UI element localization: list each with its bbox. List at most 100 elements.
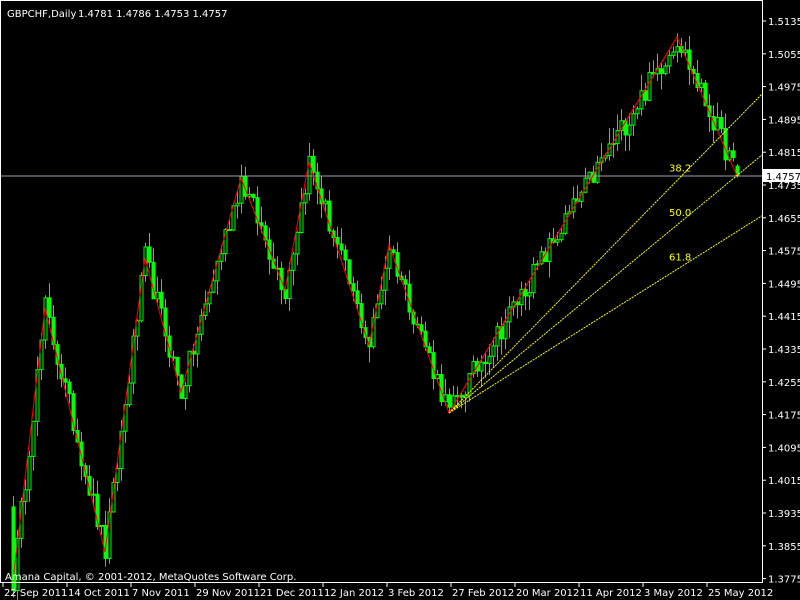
candle-bull <box>379 289 384 305</box>
candle-bull <box>507 306 512 323</box>
candle-bull <box>135 320 140 337</box>
candle-bull <box>647 71 652 101</box>
fib-level-label: 50.0 <box>669 208 691 219</box>
candle-bull <box>307 155 312 195</box>
candle-bear <box>347 259 352 285</box>
x-tick-label: 3 May 2012 <box>644 588 703 599</box>
y-tick-label: 1.3775 <box>768 575 800 586</box>
candle-bull <box>91 493 96 496</box>
candle-bear <box>167 335 172 358</box>
candle-bear <box>311 155 316 173</box>
candle-bear <box>251 193 256 199</box>
candle-bull <box>563 213 568 234</box>
candle-bull <box>595 161 600 183</box>
candle-bear <box>327 200 332 232</box>
candle-bear <box>363 327 368 338</box>
candle-bull <box>27 455 32 491</box>
candle-bull <box>155 291 160 300</box>
y-tick-label: 1.4815 <box>768 148 800 159</box>
candle-bull <box>451 395 456 408</box>
candle-bull <box>607 143 612 157</box>
y-tick-label: 1.5055 <box>768 50 800 61</box>
candle-bear <box>643 90 648 101</box>
candle-bear <box>355 290 360 305</box>
candle-bull <box>387 249 392 269</box>
y-tick-label: 1.4495 <box>768 279 800 290</box>
candle-bull <box>639 90 644 110</box>
y-tick-label: 1.5135 <box>768 17 800 28</box>
y-tick-label: 1.4335 <box>768 345 800 356</box>
candle-bull <box>463 394 468 398</box>
candle-bear <box>447 394 452 408</box>
candle-bear <box>523 288 528 297</box>
candle-bear <box>175 356 180 376</box>
objects: 38.2 50.0 61.8 <box>0 35 763 581</box>
x-tick-label: 22 Sep 2011 <box>4 588 67 599</box>
candle-bear <box>703 82 708 107</box>
symbol-title: GBPCHF,Daily <box>7 9 76 20</box>
y-tick-label: 1.4735 <box>768 181 800 192</box>
candle-bear <box>359 303 364 329</box>
candle-bull <box>555 239 560 243</box>
candle-bear <box>87 475 92 496</box>
candle-bull <box>531 264 536 294</box>
x-tick-label: 25 May 2012 <box>708 588 773 599</box>
candle-bear <box>259 222 264 227</box>
candle-bear <box>351 283 356 292</box>
candle-bear <box>67 381 72 395</box>
chart-border <box>0 0 763 583</box>
x-tick-label: 7 Nov 2011 <box>132 588 190 599</box>
x-tick-label: 20 Mar 2012 <box>516 588 579 599</box>
candle-bear <box>623 120 628 136</box>
candle-bull <box>631 113 636 126</box>
candle-bull <box>675 46 680 53</box>
candle-bull <box>587 171 592 179</box>
candles <box>11 33 740 600</box>
candle-bull <box>527 292 532 297</box>
candle-bear <box>427 346 432 354</box>
candle-bull <box>115 468 120 483</box>
candle-bull <box>323 200 328 205</box>
bid-price-label: 1.4757 <box>766 172 800 183</box>
price-axis[interactable]: 1.5135 1.5055 1.4975 1.4895 1.4815 1.4735 1.46… <box>762 17 800 586</box>
candle-bear <box>95 493 100 528</box>
candle-bear <box>71 393 76 431</box>
time-axis[interactable]: 22 Sep 2011 14 Oct 2011 7 Nov 2011 29 Nov 2… <box>2 583 773 599</box>
candle-bear <box>227 229 232 232</box>
fib-fan-line <box>448 215 763 414</box>
candle-bear <box>731 150 736 158</box>
candle-bear <box>171 356 176 359</box>
y-tick-label: 1.4175 <box>768 411 800 422</box>
candle-bull <box>699 82 704 89</box>
bid-price-box <box>763 168 800 182</box>
candle-bull <box>31 420 36 457</box>
y-tick-label: 1.4975 <box>768 83 800 94</box>
candle-bull <box>303 193 308 204</box>
candle-bull <box>295 232 300 255</box>
candle-bear <box>11 506 16 592</box>
candle-bull <box>99 524 104 528</box>
candle-bull <box>235 202 240 207</box>
candle-bear <box>255 197 260 224</box>
candle-bull <box>287 269 292 300</box>
y-tick-label: 1.4255 <box>768 378 800 389</box>
y-tick-label: 1.4655 <box>768 214 800 225</box>
candle-bull <box>219 253 224 262</box>
fib-fan-line <box>448 93 763 414</box>
x-tick-label: 12 Jan 2012 <box>324 588 384 599</box>
x-tick-label: 11 Apr 2012 <box>580 588 642 599</box>
fib-level-label: 38.2 <box>669 164 691 175</box>
candle-bear <box>279 267 284 291</box>
candle-bear <box>723 127 728 161</box>
x-tick-label: 21 Dec 2011 <box>260 588 324 599</box>
candle-bull <box>487 355 492 365</box>
candle-bull <box>43 297 48 341</box>
candle-bear <box>283 289 288 300</box>
candle-bear <box>103 524 108 559</box>
candle-bull <box>671 51 676 56</box>
fib-level-label: 61.8 <box>669 252 691 263</box>
candle-bull <box>495 326 500 347</box>
candle-bull <box>559 232 564 241</box>
